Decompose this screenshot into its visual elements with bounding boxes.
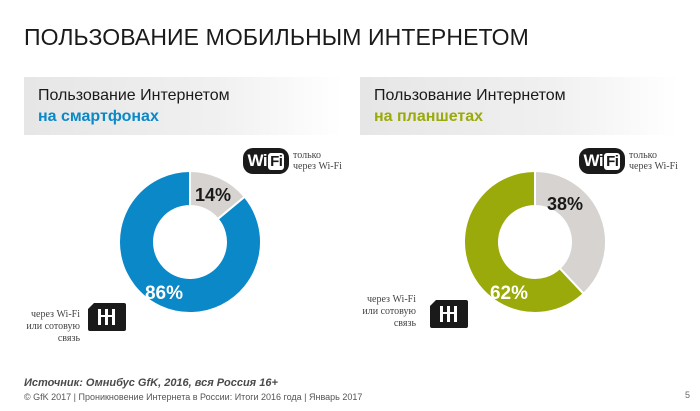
cellular-line3: связь (57, 333, 80, 344)
donut-chart-tablets: 38% 62% (463, 169, 607, 314)
slice-cellular (118, 169, 262, 314)
wifi-badge-fi: Fi (268, 152, 285, 170)
cellular-line2: или сотовую (362, 306, 416, 317)
data-label-cellular: 86% (145, 283, 183, 304)
panel-header: Пользование Интернетом на планшетах (360, 77, 678, 135)
wifi-icon: Wi Fi (243, 148, 289, 174)
chart-panel-smartphones: Пользование Интернетом на смартфонах 14%… (24, 77, 342, 361)
wifi-icon: Wi Fi (579, 148, 625, 174)
wifi-badge-wi: Wi (247, 151, 268, 170)
wifi-badge-wi: Wi (583, 151, 604, 170)
sim-card-icon (88, 303, 126, 331)
donut-chart-smartphones: 14% 86% (118, 169, 262, 314)
cellular-note: через Wi-Fi или сотовую связь (360, 294, 416, 330)
wifi-only-line2: через Wi-Fi (293, 161, 342, 172)
data-label-wifi-only: 14% (195, 185, 231, 205)
panel-header: Пользование Интернетом на смартфонах (24, 77, 342, 135)
cellular-line1: через Wi-Fi (31, 309, 80, 320)
wifi-only-line1: только (629, 150, 658, 161)
wifi-only-line1: только (293, 150, 322, 161)
page-number: 5 (684, 390, 690, 400)
cellular-note: через Wi-Fi или сотовую связь (24, 309, 80, 345)
wifi-badge-fi: Fi (604, 152, 621, 170)
panel-title-line1: Пользование Интернетом (38, 87, 230, 104)
data-label-cellular: 62% (490, 283, 528, 304)
panel-title-line2: на смартфонах (38, 108, 159, 125)
cellular-line1: через Wi-Fi (367, 294, 416, 305)
slice-wifi-only (534, 169, 607, 296)
sim-card-icon (430, 300, 468, 328)
panel-title-line1: Пользование Интернетом (374, 87, 566, 104)
wifi-only-note: только через Wi-Fi (293, 150, 342, 172)
wifi-only-note: только через Wi-Fi (629, 150, 678, 172)
panel-title-line2: на планшетах (374, 108, 484, 125)
slice-cellular (463, 169, 586, 314)
wifi-only-line2: через Wi-Fi (629, 161, 678, 172)
page-title: ПОЛЬЗОВАНИЕ МОБИЛЬНЫМ ИНТЕРНЕТОМ (24, 24, 529, 50)
cellular-line2: или сотовую (26, 321, 80, 332)
data-label-wifi-only: 38% (547, 194, 583, 214)
source-note: Источник: Омнибус GfK, 2016, вся Россия … (24, 377, 278, 389)
footer: © GfK 2017 | Проникновение Интернета в Р… (24, 392, 363, 402)
chart-panel-tablets: Пользование Интернетом на планшетах 38% … (360, 77, 678, 361)
cellular-line3: связь (393, 318, 416, 329)
